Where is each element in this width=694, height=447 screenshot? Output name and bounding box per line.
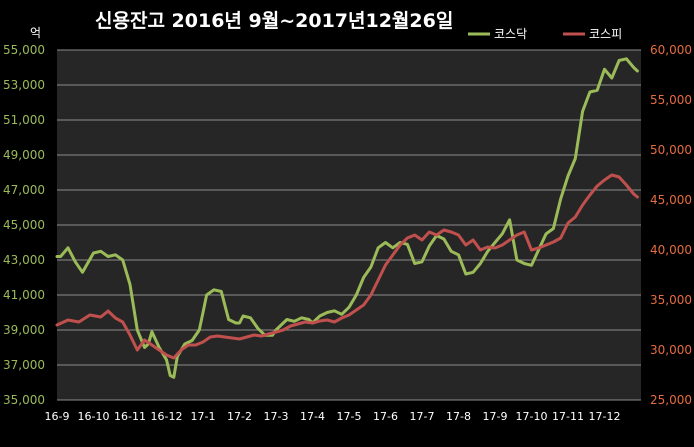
right-axis-ticks: 25,000 30,000 35,000 40,000 45,000 50,000 55,0… [650, 43, 692, 407]
right-tick-label: 60,000 [650, 43, 692, 57]
x-tick-label: 17-1 [191, 410, 216, 423]
kospi-line [55, 173, 639, 360]
kosdaq-line [55, 57, 639, 379]
x-tick-label: 17-7 [410, 410, 435, 423]
left-tick-label: 45,000 [3, 218, 45, 232]
left-tick-label: 51,000 [3, 113, 45, 127]
x-tick-label: 16-11 [114, 410, 146, 423]
x-tick-label: 17-10 [516, 410, 548, 423]
right-tick-label: 40,000 [650, 243, 692, 257]
x-tick-label: 16-9 [45, 410, 70, 423]
x-tick-label: 17-2 [227, 410, 252, 423]
legend-label-kosdaq: 코스닥 [494, 27, 527, 41]
right-tick-label: 25,000 [650, 393, 692, 407]
x-tick-label: 17-5 [337, 410, 362, 423]
left-axis-unit: 억 [30, 26, 41, 40]
right-tick-label: 50,000 [650, 143, 692, 157]
x-tick-label: 17-8 [446, 410, 471, 423]
x-tick-label: 17-9 [483, 410, 508, 423]
left-tick-label: 55,000 [3, 43, 45, 57]
right-tick-label: 35,000 [650, 293, 692, 307]
left-tick-label: 43,000 [3, 253, 45, 267]
gridlines [57, 49, 641, 401]
x-tick-label: 17-4 [300, 410, 325, 423]
right-tick-label: 55,000 [650, 93, 692, 107]
x-tick-label: 17-12 [589, 410, 621, 423]
x-tick-label: 17-3 [264, 410, 289, 423]
left-tick-label: 37,000 [3, 358, 45, 372]
right-tick-label: 45,000 [650, 193, 692, 207]
legend-label-kospi: 코스피 [589, 27, 622, 41]
x-tick-label: 17-6 [373, 410, 398, 423]
x-tick-label: 16-12 [151, 410, 183, 423]
left-tick-label: 49,000 [3, 148, 45, 162]
x-tick-label: 17-11 [552, 410, 584, 423]
right-tick-label: 30,000 [650, 343, 692, 357]
chart-title: 신용잔고 2016년 9월~2017년12월26일 [95, 10, 453, 32]
left-tick-label: 53,000 [3, 78, 45, 92]
x-tick-label: 16-10 [78, 410, 110, 423]
legend: 코스닥 코스피 [468, 27, 622, 41]
left-tick-label: 35,000 [3, 393, 45, 407]
left-tick-label: 47,000 [3, 183, 45, 197]
x-axis-ticks: 16-9 16-10 16-11 16-12 17-1 17-2 17-3 17-4 17-5 1… [45, 410, 621, 423]
left-tick-label: 39,000 [3, 323, 45, 337]
series-lines [55, 57, 639, 379]
left-tick-label: 41,000 [3, 288, 45, 302]
left-axis-ticks: 35,000 37,000 39,000 41,000 43,000 45,000 47,0… [3, 43, 45, 407]
